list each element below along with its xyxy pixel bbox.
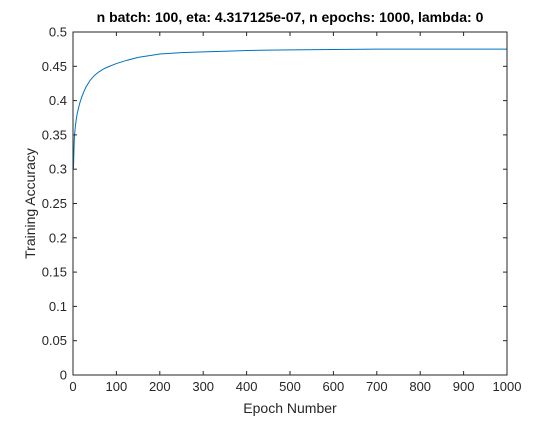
y-tick-label: 0.25: [42, 196, 67, 211]
chart-title: n batch: 100, eta: 4.317125e-07, n epoch…: [97, 9, 484, 25]
x-tick-label: 900: [453, 379, 475, 394]
x-tick-label: 1000: [493, 379, 522, 394]
y-axis-label: Training Accuracy: [22, 148, 38, 259]
y-tick-label: 0.2: [49, 230, 67, 245]
y-tick-label: 0: [60, 368, 67, 383]
x-axis-label: Epoch Number: [243, 400, 337, 416]
x-axis-ticks: 0 100 200 300 400 500 600 700 800 900 1000: [69, 32, 521, 394]
y-tick-label: 0.35: [42, 127, 67, 142]
x-tick-label: 0: [69, 379, 76, 394]
y-tick-label: 0.05: [42, 333, 67, 348]
x-tick-label: 200: [149, 379, 171, 394]
y-tick-label: 0.1: [49, 299, 67, 314]
y-tick-label: 0.5: [49, 25, 67, 40]
plot-area: [73, 32, 507, 375]
x-tick-label: 100: [106, 379, 128, 394]
y-axis-ticks: 0 0.05 0.1 0.15 0.2 0.25 0.3 0.35 0.4 0.45 0.5: [42, 25, 507, 383]
x-tick-label: 600: [323, 379, 345, 394]
y-tick-label: 0.4: [49, 93, 67, 108]
x-tick-label: 400: [236, 379, 258, 394]
y-tick-label: 0.3: [49, 162, 67, 177]
series-line: [72, 48, 507, 170]
x-tick-label: 300: [192, 379, 214, 394]
y-tick-label: 0.15: [42, 265, 67, 280]
series-layer: [72, 48, 507, 170]
y-tick-label: 0.45: [42, 59, 67, 74]
x-tick-label: 700: [366, 379, 388, 394]
x-tick-label: 800: [409, 379, 431, 394]
x-tick-label: 500: [279, 379, 301, 394]
